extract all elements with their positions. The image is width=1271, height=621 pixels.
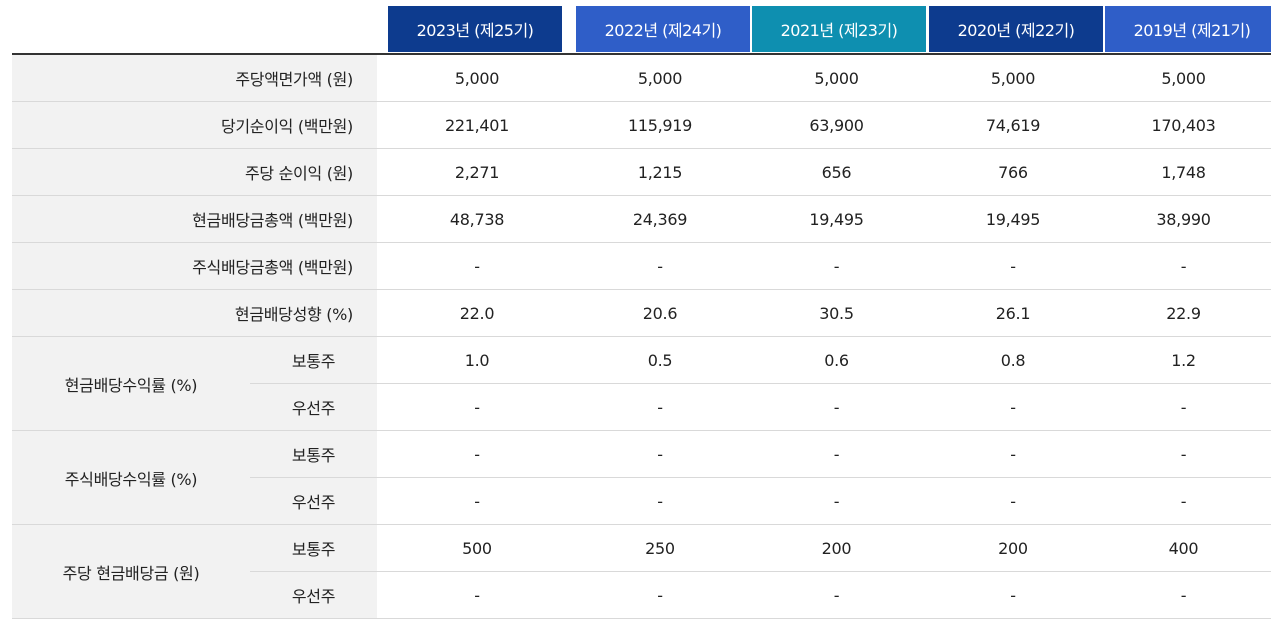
sub-label: 우선주 — [250, 571, 377, 619]
table-cell: - — [1096, 477, 1271, 525]
table-cell: - — [377, 242, 577, 290]
table-row: 우선주 - - - - - — [12, 571, 1271, 619]
table-cell: - — [930, 383, 1096, 431]
table-cell: - — [577, 477, 743, 525]
group-label: 현금배당수익률 (%) — [12, 336, 250, 431]
table-cell: 22.9 — [1096, 289, 1271, 337]
table-cell: - — [1096, 242, 1271, 290]
table-cell: 26.1 — [930, 289, 1096, 337]
table-cell: - — [743, 383, 930, 431]
table-cell: - — [577, 571, 743, 619]
table-cell: 48,738 — [377, 195, 577, 243]
table-cell: 22.0 — [377, 289, 577, 337]
sub-label: 우선주 — [250, 383, 377, 431]
table-cell: - — [577, 430, 743, 478]
row-label: 현금배당금총액 (백만원) — [12, 195, 377, 243]
table-row: 주식배당금총액 (백만원) - - - - - — [12, 242, 1271, 290]
table-header: 2023년 (제25기) 2022년 (제24기) 2021년 (제23기) 2… — [0, 0, 1271, 54]
table-cell: - — [743, 242, 930, 290]
dividend-table: 주당액면가액 (원) 5,000 5,000 5,000 5,000 5,000… — [12, 55, 1271, 619]
table-cell: - — [930, 242, 1096, 290]
table-cell: - — [377, 571, 577, 619]
column-header-2023: 2023년 (제25기) — [388, 6, 562, 52]
table-cell: 19,495 — [930, 195, 1096, 243]
table-cell: 5,000 — [1096, 55, 1271, 102]
table-row: 주당액면가액 (원) 5,000 5,000 5,000 5,000 5,000 — [12, 55, 1271, 102]
group-label: 주당 현금배당금 (원) — [12, 524, 250, 619]
table-cell: - — [577, 383, 743, 431]
table-cell: 250 — [577, 524, 743, 572]
column-header-2019: 2019년 (제21기) — [1105, 6, 1271, 52]
table-cell: 19,495 — [743, 195, 930, 243]
table-cell: - — [1096, 383, 1271, 431]
row-label: 주식배당금총액 (백만원) — [12, 242, 377, 290]
table-cell: 1.0 — [377, 336, 577, 384]
table-cell: 2,271 — [377, 148, 577, 196]
table-row: 현금배당금총액 (백만원) 48,738 24,369 19,495 19,49… — [12, 195, 1271, 243]
table-cell: 0.6 — [743, 336, 930, 384]
table-cell: - — [377, 477, 577, 525]
sub-label: 보통주 — [250, 430, 377, 478]
table-cell: 20.6 — [577, 289, 743, 337]
sub-label: 우선주 — [250, 477, 377, 525]
table-cell: 1,748 — [1096, 148, 1271, 196]
table-cell: 1.2 — [1096, 336, 1271, 384]
table-cell: 0.8 — [930, 336, 1096, 384]
table-row: 주당 순이익 (원) 2,271 1,215 656 766 1,748 — [12, 148, 1271, 196]
table-cell: - — [377, 383, 577, 431]
table-row: 주식배당수익률 (%) 보통주 - - - - - — [12, 430, 1271, 525]
sub-label: 보통주 — [250, 524, 377, 572]
table-row: 우선주 - - - - - — [12, 477, 1271, 525]
table-cell: - — [930, 477, 1096, 525]
table-cell: 0.5 — [577, 336, 743, 384]
sub-label: 보통주 — [250, 336, 377, 384]
table-row: 현금배당수익률 (%) 보통주 1.0 0.5 0.6 0.8 1.2 — [12, 336, 1271, 431]
table-cell: - — [1096, 571, 1271, 619]
table-cell: 5,000 — [930, 55, 1096, 102]
table-cell: 5,000 — [743, 55, 930, 102]
row-label: 주당 순이익 (원) — [12, 148, 377, 196]
table-cell: 656 — [743, 148, 930, 196]
table-cell: 200 — [930, 524, 1096, 572]
group-label: 주식배당수익률 (%) — [12, 430, 250, 525]
table-cell: 1,215 — [577, 148, 743, 196]
table-row: 당기순이익 (백만원) 221,401 115,919 63,900 74,61… — [12, 101, 1271, 149]
table-cell: 170,403 — [1096, 101, 1271, 149]
column-header-2021: 2021년 (제23기) — [752, 6, 926, 52]
table-cell: - — [1096, 430, 1271, 478]
table-cell: 5,000 — [377, 55, 577, 102]
column-header-2020: 2020년 (제22기) — [929, 6, 1103, 52]
row-label: 현금배당성향 (%) — [12, 289, 377, 337]
table-cell: 63,900 — [743, 101, 930, 149]
table-cell: 38,990 — [1096, 195, 1271, 243]
table-cell: 400 — [1096, 524, 1271, 572]
table-row: 현금배당성향 (%) 22.0 20.6 30.5 26.1 22.9 — [12, 289, 1271, 337]
table-cell: 74,619 — [930, 101, 1096, 149]
table-cell: - — [930, 571, 1096, 619]
table-cell: - — [577, 242, 743, 290]
header-divider — [12, 53, 1271, 55]
table-cell: - — [377, 430, 577, 478]
table-cell: 24,369 — [577, 195, 743, 243]
row-label: 주당액면가액 (원) — [12, 55, 377, 102]
table-cell: 766 — [930, 148, 1096, 196]
table-cell: - — [743, 571, 930, 619]
table-cell: 5,000 — [577, 55, 743, 102]
table-cell: 200 — [743, 524, 930, 572]
table-row: 우선주 - - - - - — [12, 383, 1271, 431]
table-row: 주당 현금배당금 (원) 보통주 500 250 200 200 400 — [12, 524, 1271, 619]
table-cell: - — [743, 430, 930, 478]
column-header-2022: 2022년 (제24기) — [576, 6, 750, 52]
table-cell: 30.5 — [743, 289, 930, 337]
table-cell: 500 — [377, 524, 577, 572]
table-cell: 221,401 — [377, 101, 577, 149]
table-cell: 115,919 — [577, 101, 743, 149]
table-cell: - — [743, 477, 930, 525]
table-cell: - — [930, 430, 1096, 478]
row-label: 당기순이익 (백만원) — [12, 101, 377, 149]
